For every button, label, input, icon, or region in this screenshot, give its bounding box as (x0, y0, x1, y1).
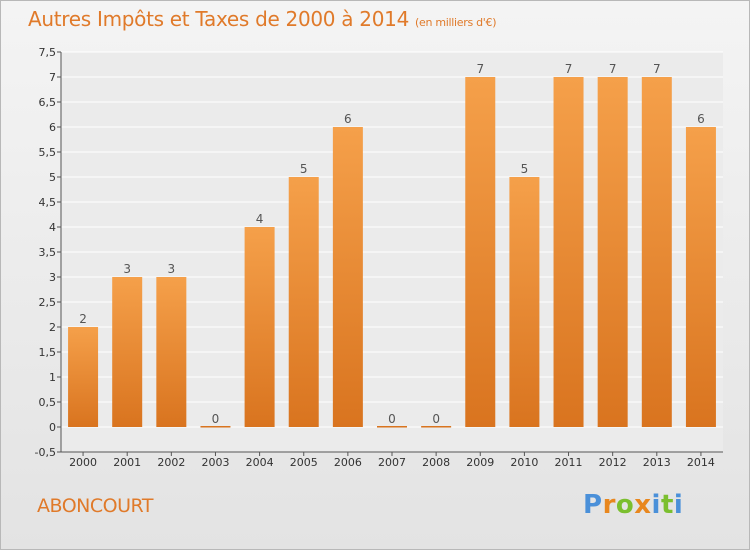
logo-letter: i (651, 490, 661, 520)
data-label: 3 (168, 262, 176, 276)
y-tick-label: 1,5 (39, 346, 57, 359)
x-tick-label: 2001 (113, 456, 141, 469)
x-tick-label: 2002 (157, 456, 185, 469)
x-tick-label: 2012 (599, 456, 627, 469)
logo-letter: i (673, 490, 684, 520)
data-label: 7 (653, 62, 661, 76)
data-label: 6 (697, 112, 705, 126)
x-tick-label: 2009 (466, 456, 494, 469)
bar (200, 426, 231, 428)
data-label: 7 (565, 62, 573, 76)
bar (332, 127, 363, 427)
y-tick-label: -0,5 (35, 446, 56, 459)
bar (288, 177, 319, 427)
bar (244, 227, 275, 427)
bar (156, 277, 187, 427)
data-label: 5 (521, 162, 529, 176)
bar (641, 77, 672, 427)
y-tick-label: 0 (49, 421, 56, 434)
bar (509, 177, 540, 427)
title-text: Autres Impôts et Taxes de 2000 à 2014 (28, 7, 409, 31)
y-tick-label: 5,5 (39, 146, 57, 159)
y-tick-label: 5 (49, 171, 56, 184)
data-label: 0 (388, 412, 396, 426)
logo-letter: o (615, 490, 635, 520)
bar (377, 426, 407, 428)
data-label: 2 (79, 312, 87, 326)
y-tick-label: 7 (49, 71, 56, 84)
bar (553, 77, 584, 427)
data-label: 7 (609, 62, 617, 76)
x-tick-label: 2006 (334, 456, 362, 469)
data-label: 7 (476, 62, 484, 76)
bar (421, 426, 452, 428)
x-tick-label: 2011 (555, 456, 583, 469)
data-label: 3 (123, 262, 131, 276)
x-tick-label: 2010 (510, 456, 538, 469)
y-tick-label: 2 (49, 321, 56, 334)
commune-name: ABONCOURT (37, 495, 153, 517)
x-tick-label: 2004 (246, 456, 274, 469)
y-tick-label: 4,5 (39, 196, 57, 209)
data-label: 4 (256, 212, 264, 226)
y-tick-label: 2,5 (39, 296, 57, 309)
x-tick-label: 2014 (687, 456, 715, 469)
x-tick-label: 2008 (422, 456, 450, 469)
x-tick-label: 2007 (378, 456, 406, 469)
y-tick-label: 6,5 (39, 96, 57, 109)
y-tick-label: 0,5 (39, 396, 57, 409)
x-tick-label: 2000 (69, 456, 97, 469)
x-tick-label: 2003 (201, 456, 229, 469)
bar (112, 277, 143, 427)
chart-title: Autres Impôts et Taxes de 2000 à 2014 (en… (28, 7, 496, 31)
logo-letter: P (583, 490, 603, 520)
logo-letter: r (602, 490, 616, 520)
data-label: 6 (344, 112, 352, 126)
bar (685, 127, 716, 427)
unit-note: (en milliers d'€) (415, 16, 497, 29)
x-tick-label: 2013 (643, 456, 671, 469)
logo-letter: t (660, 490, 674, 520)
y-tick-label: 4 (49, 221, 56, 234)
y-tick-label: 6 (49, 121, 56, 134)
y-tick-label: 3 (49, 271, 56, 284)
data-label: 0 (212, 412, 220, 426)
proxiti-logo: Proxiti (583, 490, 683, 520)
bar (597, 77, 628, 427)
y-tick-label: 3,5 (39, 246, 57, 259)
data-label: 5 (300, 162, 308, 176)
logo-letter: x (634, 490, 652, 520)
x-tick-label: 2005 (290, 456, 318, 469)
y-tick-label: 1 (49, 371, 56, 384)
bar (465, 77, 496, 427)
bar (68, 327, 99, 427)
y-tick-label: 7,5 (39, 46, 57, 59)
data-label: 0 (432, 412, 440, 426)
